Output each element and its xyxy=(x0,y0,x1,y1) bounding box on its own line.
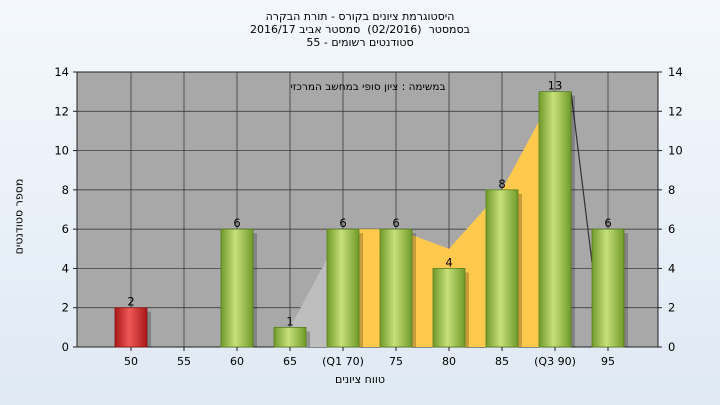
y-tick-label-right: 6 xyxy=(668,222,675,236)
x-tick-label: 75 xyxy=(389,355,403,368)
data-label: 6 xyxy=(233,216,240,230)
y-axis-label: מספר סטודנטים xyxy=(12,178,26,255)
y-tick-label-left: 2 xyxy=(62,301,69,315)
y-tick-label-right: 4 xyxy=(668,261,675,275)
bar xyxy=(379,228,413,348)
x-tick-label: 50 xyxy=(124,355,138,368)
bar xyxy=(114,307,148,348)
trend-line xyxy=(570,91,593,263)
x-tick-label: (Q3 90) xyxy=(534,355,576,368)
x-axis-label: טווח ציונים xyxy=(335,373,385,386)
data-label: 6 xyxy=(604,216,611,230)
chart-subtitle: בסמסטר (02/2016) סמסטר אביב 2016/17 xyxy=(249,23,471,36)
bar xyxy=(220,228,254,348)
y-tick-label-left: 0 xyxy=(62,340,69,354)
bar xyxy=(485,189,519,348)
bar xyxy=(591,228,625,348)
y-tick-label-left: 12 xyxy=(54,104,69,118)
bar xyxy=(538,91,572,348)
y-tick-label-left: 8 xyxy=(62,183,69,197)
x-tick-label: 80 xyxy=(442,355,456,368)
x-tick-label: 95 xyxy=(601,355,615,368)
y-tick-label-left: 6 xyxy=(62,222,69,236)
y-tick-label-right: 14 xyxy=(668,65,683,79)
x-tick-label: (Q1 70) xyxy=(322,355,364,368)
bar xyxy=(326,228,360,348)
data-label: 2 xyxy=(127,295,134,309)
x-tick-label: 60 xyxy=(230,355,244,368)
y-tick-label-right: 8 xyxy=(668,183,675,197)
data-label: 8 xyxy=(498,177,505,191)
data-label: 6 xyxy=(339,216,346,230)
y-tick-label-right: 2 xyxy=(668,301,675,315)
x-tick-label: 55 xyxy=(177,355,191,368)
chart-subtitle-2: סטודנטים רשומים - 55 xyxy=(306,36,414,49)
data-label: 1 xyxy=(286,314,293,328)
x-tick-label: 65 xyxy=(283,355,297,368)
y-tick-label-left: 4 xyxy=(62,261,69,275)
y-tick-label-left: 14 xyxy=(54,65,69,79)
chart-title: היסטוגרמת ציונים בקורס - תורת הבקרה xyxy=(265,10,455,23)
y-tick-label-right: 0 xyxy=(668,340,675,354)
y-tick-label-left: 10 xyxy=(54,144,69,158)
bars-group xyxy=(114,91,628,348)
bar xyxy=(273,326,307,348)
chart-title-block: היסטוגרמת ציונים בקורס - תורת הבקרה בסמס… xyxy=(0,10,720,49)
data-label: 4 xyxy=(445,255,452,269)
y-tick-label-right: 10 xyxy=(668,144,683,158)
data-label: 13 xyxy=(548,79,563,93)
chart-annotation: במשימה : ציון סופי במחשב המרכזי xyxy=(290,81,445,93)
data-labels-group: 2 6 1 6 6 4 8 13 6 xyxy=(127,79,611,329)
y-tick-label-right: 12 xyxy=(668,104,683,118)
x-tick-label: 85 xyxy=(495,355,509,368)
bar xyxy=(432,268,466,348)
data-label: 6 xyxy=(392,216,399,230)
